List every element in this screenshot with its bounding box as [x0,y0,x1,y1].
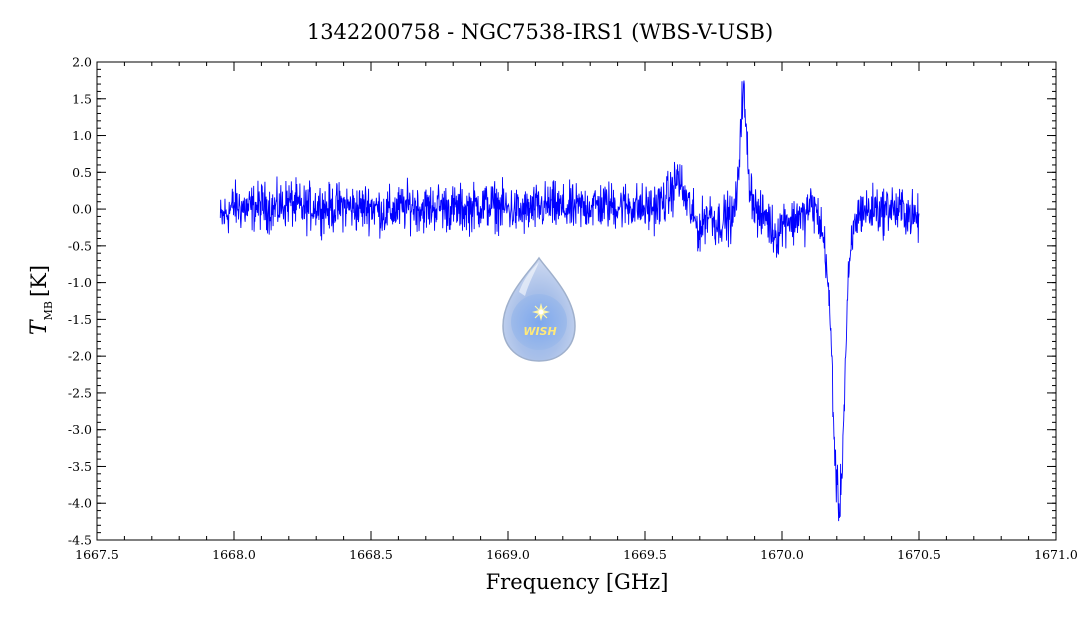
star-icon [532,303,550,321]
x-tick-label: 1668.5 [349,547,393,562]
logo-inner-circle [511,294,567,350]
y-tick-label: -1.5 [68,312,92,327]
x-tick-label: 1669.0 [486,547,530,562]
y-tick-label: 1.0 [72,128,92,143]
chart-title: 1342200758 - NGC7538-IRS1 (WBS-V-USB) [307,20,773,44]
y-tick-label: -0.5 [68,238,92,253]
y-tick-label: -3.5 [68,459,92,474]
x-tick-label: 1670.0 [760,547,804,562]
x-axis-label: Frequency [GHz] [486,570,669,594]
y-tick-label: -3.0 [68,422,92,437]
plot-frame [96,61,1057,541]
x-tick-label: 1669.5 [623,547,667,562]
x-tick-label: 1667.5 [75,547,119,562]
y-tick-label: 2.0 [72,55,92,70]
y-tick-label: 0.0 [72,202,92,217]
y-tick-label: -1.0 [68,275,92,290]
x-tick-label: 1668.0 [212,547,256,562]
wish-logo: WISH [502,256,576,362]
spectrum-line [219,80,920,522]
y-tick-label: -4.0 [68,496,92,511]
y-axis-label-subscript: MB [42,301,55,320]
y-tick-label: -4.5 [68,533,92,548]
y-axis-label-unit: [K] [27,265,51,297]
svg-text:TMB[K]: TMB [K] [27,265,55,335]
y-tick-label: -2.0 [68,349,92,364]
logo-highlight [519,262,539,296]
y-tick-label: 1.5 [72,91,92,106]
x-tick-label: 1670.5 [897,547,941,562]
logo-text: WISH [523,325,556,338]
axes: 1667.5 1668.0 1668.5 1669.0 1669.5 1670.0 1670… [68,55,1078,563]
y-tick-label: -2.5 [68,385,92,400]
x-tick-label: 1671.0 [1034,547,1078,562]
y-axis-label-symbol: T [27,318,52,335]
plot-area [219,80,920,522]
y-tick-label: 0.5 [72,165,92,180]
y-axis-label: TMB [K] [27,265,55,335]
